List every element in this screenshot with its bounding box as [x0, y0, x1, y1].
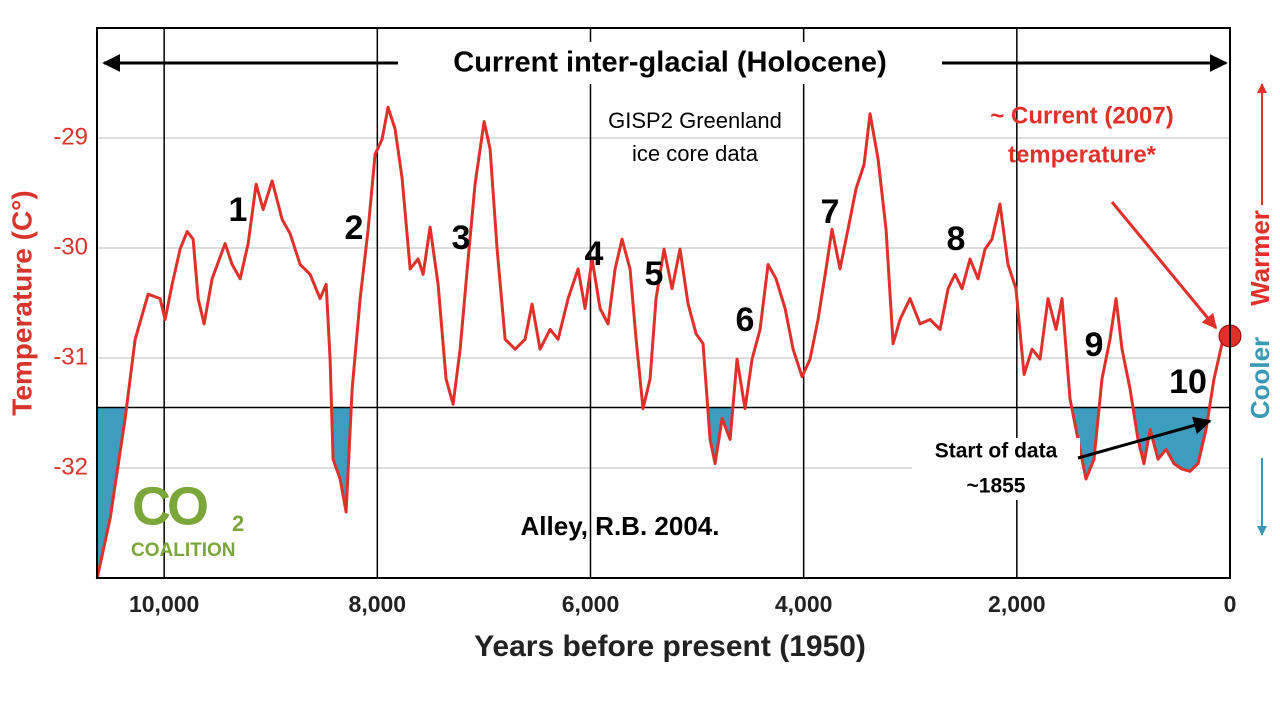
annotation: GISP2 Greenland	[608, 108, 782, 133]
annotation: ice core data	[632, 141, 759, 166]
peak-label: 2	[345, 209, 364, 247]
x-tick-label: 4,000	[775, 591, 833, 617]
logo-caption: COALITION	[131, 540, 236, 561]
peak-label: 1	[229, 191, 248, 229]
plot	[95, 105, 1242, 579]
peak-labels: 1 2 3 4 5 6 7 8 9 10	[229, 191, 1207, 401]
annotation: Start of data	[935, 440, 1058, 463]
y-tick-label: -29	[53, 123, 88, 150]
x-axis-label: Years before present (1950)	[474, 630, 866, 663]
y-axis-label: Temperature (C°)	[6, 190, 37, 415]
annotation-arrow	[1110, 201, 1218, 330]
annotation: ~1855	[967, 475, 1026, 498]
plot-frame	[96, 27, 1231, 579]
chart-title: Current inter-glacial (Holocene)	[453, 47, 886, 79]
peak-label: 9	[1085, 326, 1104, 364]
annotation-bg	[912, 438, 1080, 500]
peak-label: 3	[452, 219, 471, 257]
peak-label: 6	[736, 301, 755, 339]
x-tick-label: 0	[1224, 591, 1237, 617]
cold-area	[97, 407, 1230, 578]
x-tick-label: 2,000	[988, 591, 1046, 617]
y-tick-label: -31	[53, 343, 88, 370]
peak-label: 4	[585, 235, 604, 273]
annotation-arrow	[1077, 416, 1212, 460]
side-label: Warmer	[1245, 210, 1275, 306]
y-tick-label: -30	[53, 233, 88, 260]
annotation: temperature*	[1008, 141, 1157, 168]
logo: CO 2 COALITION	[131, 476, 244, 561]
title-bg	[398, 42, 942, 84]
peak-label: 10	[1169, 363, 1207, 401]
peak-label: 7	[821, 193, 840, 231]
logo-text: CO	[132, 476, 207, 536]
peak-label: 5	[645, 255, 664, 293]
annotation: ~ Current (2007)	[990, 102, 1173, 129]
citation: Alley, R.B. 2004.	[521, 511, 720, 541]
side-label: Cooler	[1245, 337, 1275, 419]
temperature-line	[95, 105, 1232, 579]
x-tick-label: 8,000	[349, 591, 407, 617]
peak-label: 8	[947, 220, 966, 258]
x-tick-label: 6,000	[562, 591, 620, 617]
logo-subscript: 2	[232, 511, 244, 536]
x-tick-label: 10,000	[129, 591, 199, 617]
y-tick-label: -32	[53, 453, 88, 480]
